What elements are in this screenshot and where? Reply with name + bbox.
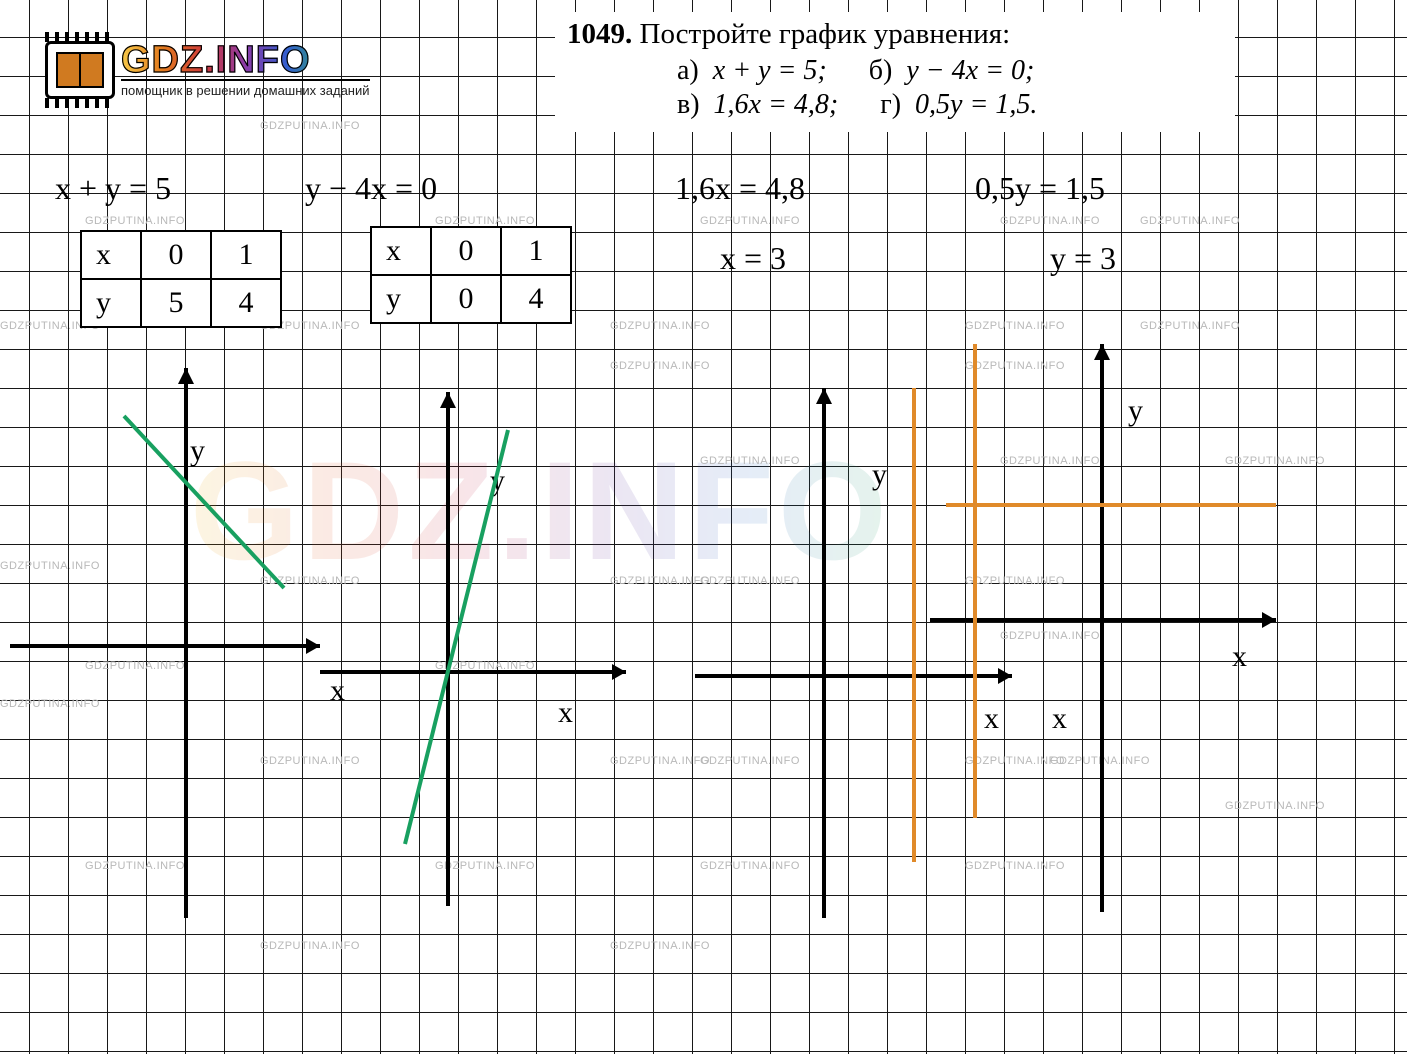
- heading-b: y − 4x = 0: [305, 170, 437, 207]
- table-row: y 0 4: [371, 275, 571, 323]
- logo-subtitle: помощник в решении домашних заданий: [121, 79, 370, 98]
- cell: 0: [431, 227, 501, 275]
- problem-prompt: Постройте график уравнения:: [640, 18, 1011, 50]
- cell: y: [371, 275, 431, 323]
- cell: x: [371, 227, 431, 275]
- item-v-label: в): [677, 89, 700, 120]
- heading-d-simplified: y = 3: [1050, 240, 1116, 277]
- cell: 1: [501, 227, 571, 275]
- table-row: x 0 1: [81, 231, 281, 279]
- item-v-eq: 1,6x = 4,8;: [714, 89, 839, 120]
- heading-c: 1,6x = 4,8: [675, 170, 805, 207]
- item-b-eq: y − 4x = 0;: [906, 55, 1034, 86]
- cell: y: [81, 279, 141, 327]
- item-a-label: а): [677, 55, 699, 86]
- cell: 4: [501, 275, 571, 323]
- axis-x-label: x: [1232, 640, 1247, 673]
- site-logo: GDZ.INFO помощник в решении домашних зад…: [45, 30, 445, 110]
- cell: 0: [141, 231, 211, 279]
- axis-x-label: x: [1052, 702, 1067, 735]
- problem-number: 1049.: [567, 18, 632, 50]
- item-a-eq: x + y = 5;: [713, 55, 827, 86]
- cell: 1: [211, 231, 281, 279]
- item-b-label: б): [869, 55, 893, 86]
- axis-y-label: y: [1128, 394, 1143, 427]
- cell: 4: [211, 279, 281, 327]
- heading-c-simplified: x = 3: [720, 240, 786, 277]
- cell: 0: [431, 275, 501, 323]
- film-book-icon: [45, 41, 115, 99]
- table-b: x 0 1 y 0 4: [370, 226, 572, 324]
- item-g-label: г): [880, 89, 901, 120]
- logo-brand: GDZ.INFO: [121, 42, 370, 78]
- item-g-eq: 0,5y = 1,5.: [915, 89, 1037, 120]
- chart-d: y x x: [0, 0, 1407, 1054]
- cell: x: [81, 231, 141, 279]
- problem-statement: 1049. Постройте график уравнения: а) x +…: [555, 12, 1235, 132]
- table-row: y 5 4: [81, 279, 281, 327]
- heading-d: 0,5y = 1,5: [975, 170, 1105, 207]
- heading-a: x + y = 5: [55, 170, 171, 207]
- cell: 5: [141, 279, 211, 327]
- table-a: x 0 1 y 5 4: [80, 230, 282, 328]
- table-row: x 0 1: [371, 227, 571, 275]
